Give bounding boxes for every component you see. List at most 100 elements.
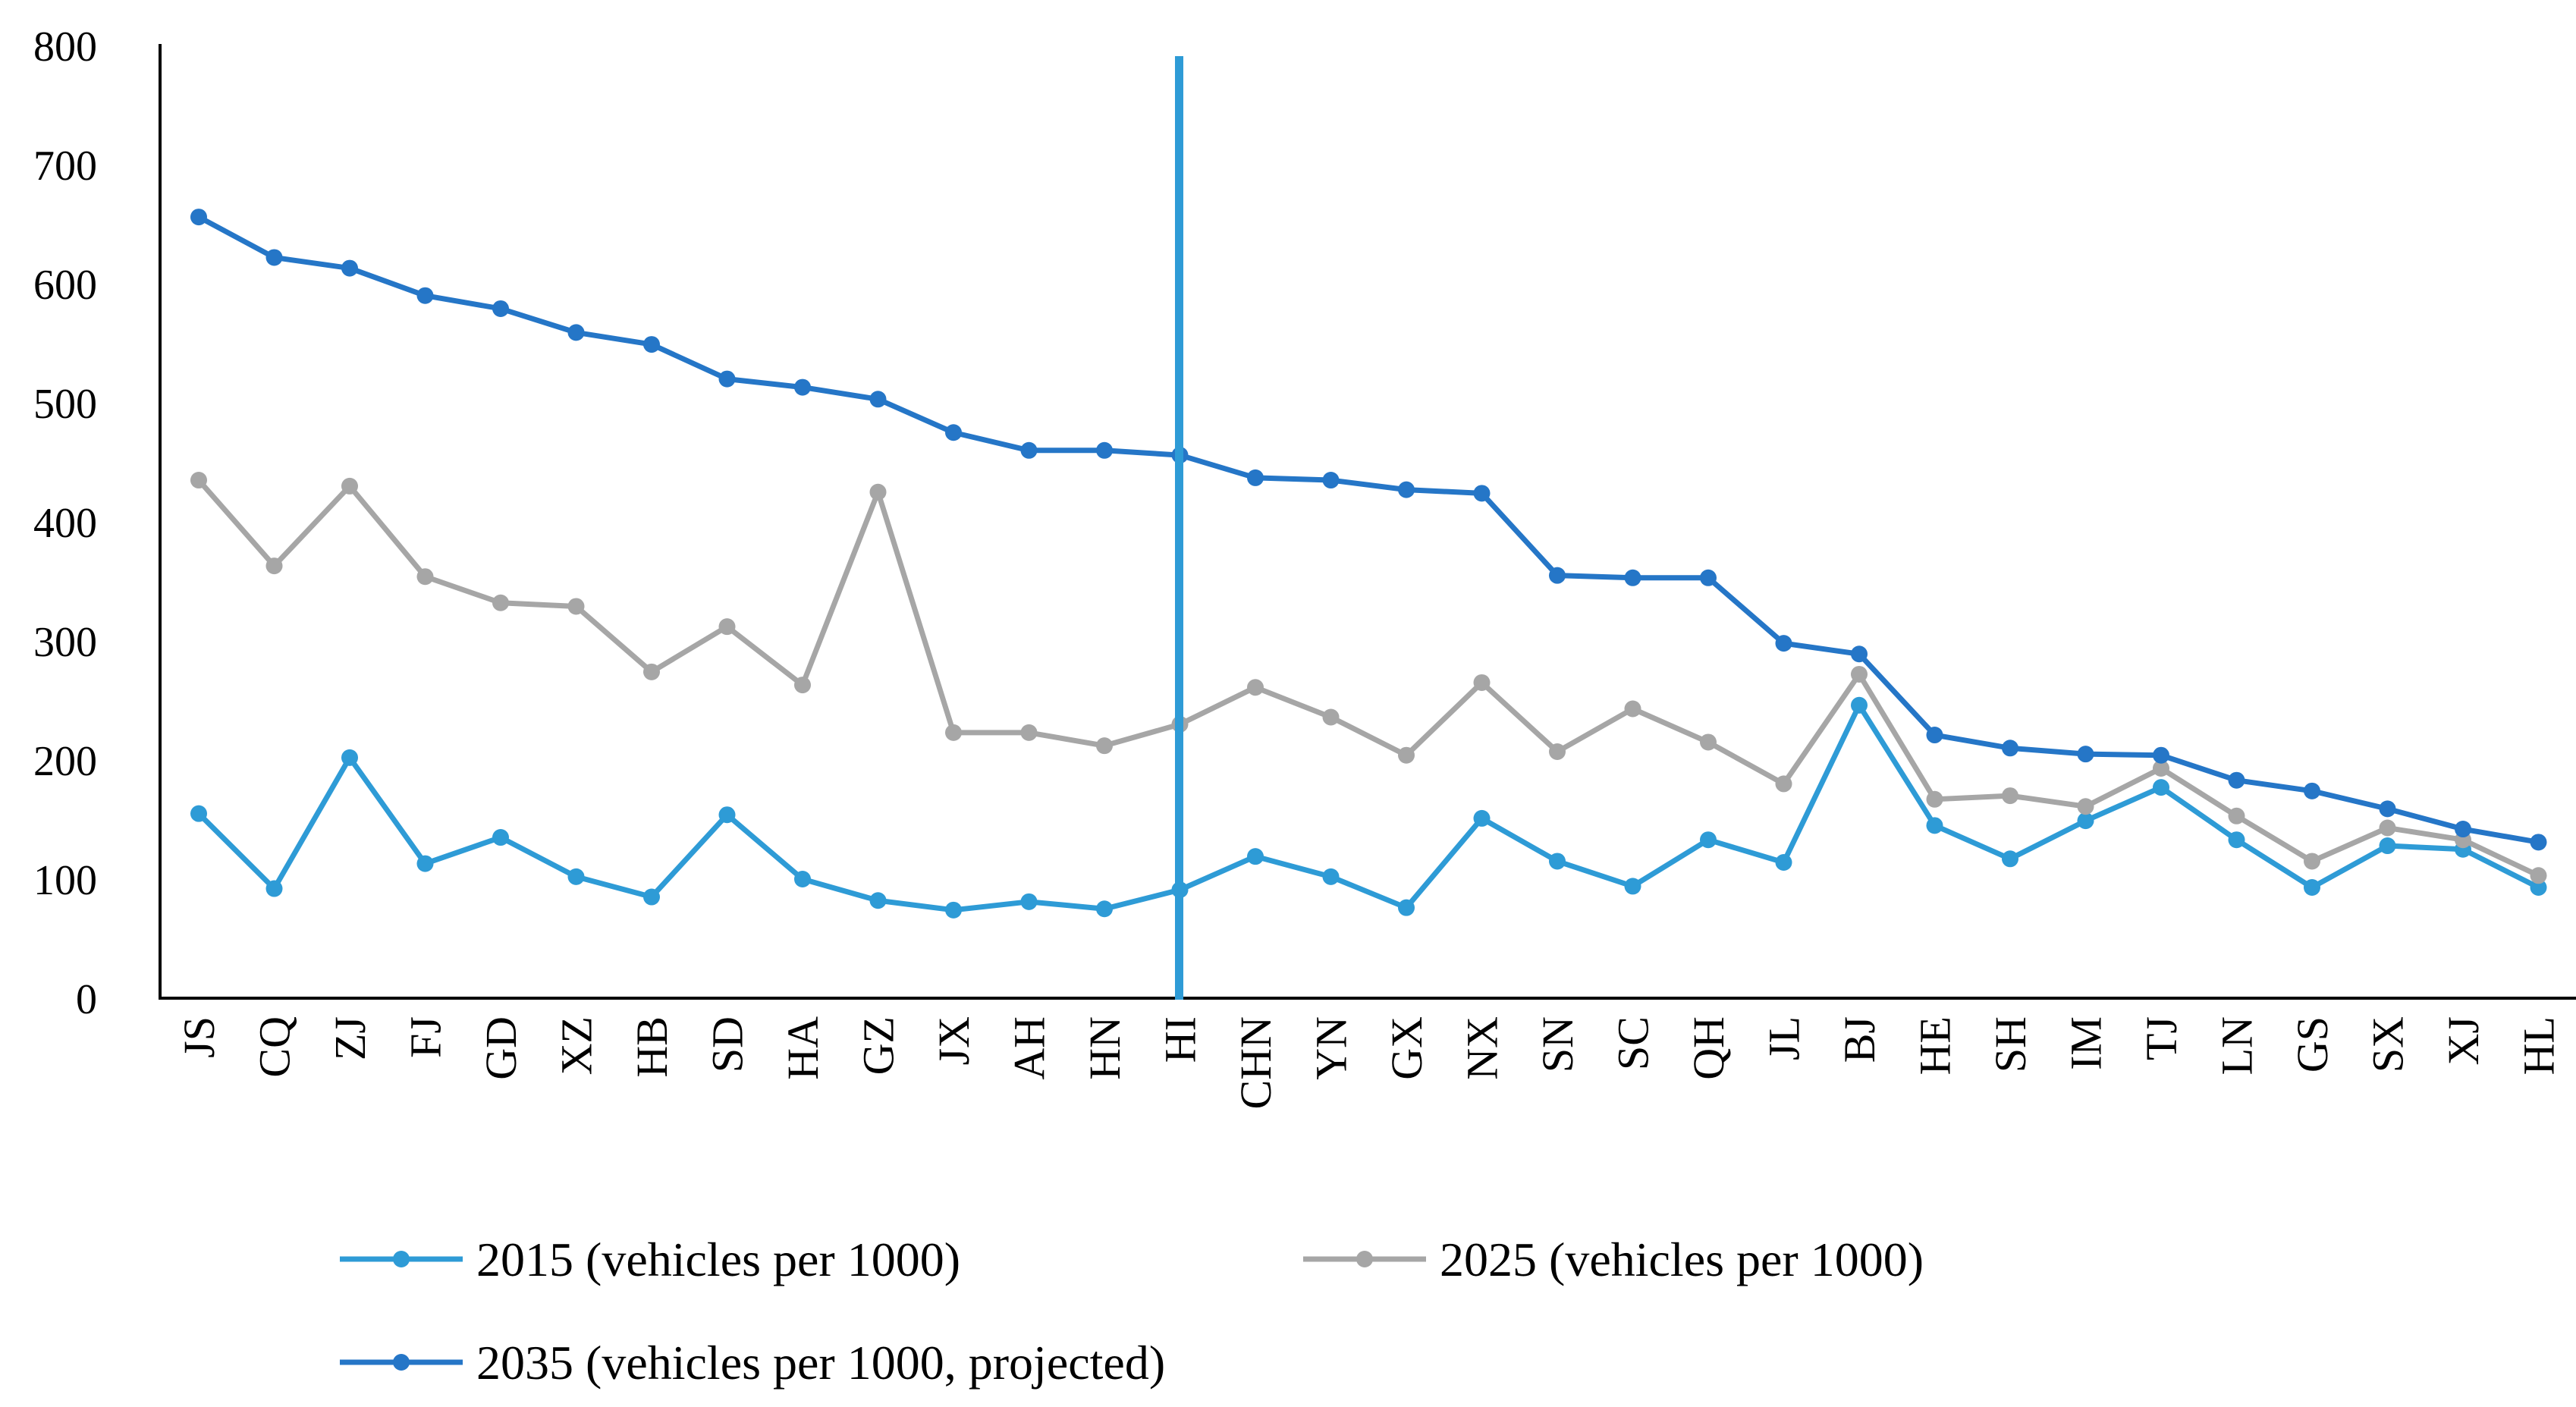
legend-item: 2025 (vehicles per 1000) xyxy=(1303,1233,1924,1286)
data-point xyxy=(190,209,207,226)
legend-item: 2035 (vehicles per 1000, projected) xyxy=(340,1336,1165,1390)
x-tick-label: ZJ xyxy=(325,1016,375,1060)
x-tick-label: XZ xyxy=(552,1016,602,1075)
data-point xyxy=(1775,775,1792,793)
y-tick-label: 100 xyxy=(33,857,97,904)
x-tick-label: GS xyxy=(2288,1016,2337,1073)
legend-swatch-marker xyxy=(1356,1251,1373,1267)
x-tick-label: IM xyxy=(2062,1016,2111,1070)
x-tick-labels: JS CQ ZJ FJ GD XZ HB SD HA GZ JX AH HN HI CHN YN GX NX SN S… xyxy=(174,1016,2564,1110)
data-point xyxy=(2530,878,2547,896)
x-tick-label: HL xyxy=(2515,1016,2564,1075)
data-point xyxy=(2077,812,2094,830)
data-point xyxy=(1775,854,1792,872)
data-point xyxy=(1624,878,1641,895)
data-point xyxy=(1020,441,1038,459)
x-tick-label: HI xyxy=(1156,1016,1205,1063)
x-tick-label: HE xyxy=(1911,1016,1960,1075)
legend-item: 2015 (vehicles per 1000) xyxy=(340,1233,960,1286)
data-point xyxy=(2153,759,2169,777)
x-axis: JS CQ ZJ FJ GD XZ HB SD HA GZ JX AH HN HI CHN YN GX NX SN S… xyxy=(160,997,2576,1110)
data-point xyxy=(643,336,660,353)
y-tick-label: 200 xyxy=(33,738,97,785)
x-tick-label: JX xyxy=(929,1016,979,1065)
data-point xyxy=(1624,700,1641,718)
data-point xyxy=(718,806,736,824)
data-point xyxy=(1096,737,1113,755)
data-point xyxy=(794,871,811,887)
x-tick-label: GX xyxy=(1382,1016,1431,1080)
data-point xyxy=(492,300,509,317)
data-point xyxy=(265,249,283,266)
data-point xyxy=(416,287,434,304)
data-point xyxy=(1926,790,1943,808)
data-point xyxy=(1549,567,1566,584)
data-point xyxy=(265,880,283,897)
data-point xyxy=(416,568,434,586)
legend-swatch-marker xyxy=(393,1354,410,1371)
data-point xyxy=(2379,819,2396,837)
data-point xyxy=(1851,696,1868,714)
data-point xyxy=(341,749,358,766)
data-point xyxy=(2153,779,2169,796)
data-point xyxy=(2379,800,2396,818)
x-tick-label: HA xyxy=(778,1016,828,1080)
data-point xyxy=(945,901,962,919)
x-tick-label: XJ xyxy=(2439,1016,2488,1065)
data-point xyxy=(2379,837,2396,855)
data-point xyxy=(1247,848,1264,865)
data-point xyxy=(2304,878,2320,896)
x-tick-label: SC xyxy=(1609,1016,1658,1070)
data-point xyxy=(869,483,887,501)
data-point xyxy=(567,598,585,615)
series-line xyxy=(196,478,2540,878)
series-line xyxy=(196,702,2540,913)
data-point xyxy=(869,892,887,909)
y-tick-label: 700 xyxy=(33,143,97,190)
y-tick-labels: 0 100 200 300 400 500 600 700 800 xyxy=(33,24,97,1023)
x-tick-label: HN xyxy=(1080,1016,1129,1080)
data-point xyxy=(2304,782,2320,799)
x-tick-label: JS xyxy=(174,1016,224,1058)
x-tick-label: GD xyxy=(476,1016,526,1080)
data-point xyxy=(2153,746,2169,764)
legend-swatch-marker xyxy=(393,1251,410,1267)
data-point xyxy=(1247,679,1264,696)
data-point xyxy=(1020,724,1038,741)
data-point xyxy=(1926,727,1943,744)
data-point xyxy=(1322,708,1340,726)
data-point xyxy=(2304,853,2320,870)
series-3 xyxy=(190,209,2547,851)
x-tick-label: GZ xyxy=(854,1016,903,1075)
data-point xyxy=(1020,893,1038,910)
data-point xyxy=(265,557,283,575)
legend-label: 2025 (vehicles per 1000) xyxy=(1440,1233,1924,1286)
data-point xyxy=(1851,665,1868,683)
x-tick-label: TJ xyxy=(2137,1016,2186,1060)
series-layer xyxy=(190,209,2547,919)
data-point xyxy=(2530,834,2547,851)
y-tick-label: 500 xyxy=(33,381,97,428)
x-tick-label: AH xyxy=(1005,1016,1054,1080)
data-point xyxy=(1322,472,1340,489)
x-tick-label: CHN xyxy=(1231,1016,1280,1109)
y-tick-label: 300 xyxy=(33,619,97,666)
data-point xyxy=(2077,798,2094,815)
data-point xyxy=(1624,569,1641,586)
data-point xyxy=(492,594,509,611)
data-point xyxy=(1926,817,1943,834)
data-point xyxy=(2228,831,2245,849)
data-point xyxy=(1549,853,1566,870)
data-point xyxy=(2002,787,2018,805)
legend-label: 2035 (vehicles per 1000, projected) xyxy=(476,1336,1165,1390)
data-point xyxy=(1700,733,1717,751)
data-point xyxy=(794,378,811,396)
x-tick-label: SH xyxy=(1986,1016,2035,1073)
x-tick-label: JL xyxy=(1760,1016,1809,1060)
data-point xyxy=(1700,831,1717,849)
data-point xyxy=(2530,867,2547,884)
data-point xyxy=(2228,807,2245,824)
data-point xyxy=(567,324,585,341)
data-point xyxy=(2002,850,2018,868)
